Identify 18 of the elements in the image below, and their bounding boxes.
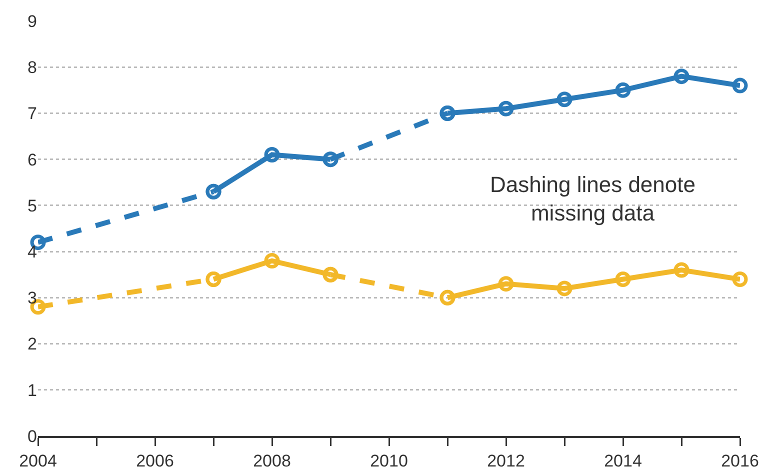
- x-tick-label: 2016: [721, 451, 759, 470]
- y-tick-label: 1: [28, 380, 37, 400]
- y-tick-label: 9: [28, 12, 37, 31]
- x-tick-label: 2014: [604, 451, 642, 470]
- y-tick-label: 2: [28, 334, 37, 354]
- x-tick-label: 2010: [370, 451, 408, 470]
- x-tick-label: 2004: [19, 451, 57, 470]
- y-tick-label: 8: [28, 58, 37, 78]
- y-tick-label: 4: [28, 242, 37, 262]
- x-tick-label: 2006: [136, 451, 174, 470]
- y-tick-label: 0: [28, 426, 37, 446]
- y-tick-label: 6: [28, 150, 37, 170]
- y-tick-label: 7: [28, 104, 37, 124]
- x-tick-label: 2008: [253, 451, 291, 470]
- x-tick-label: 2012: [487, 451, 525, 470]
- annotation: Dashing lines denote missing data: [490, 172, 696, 226]
- y-tick-label: 3: [28, 288, 37, 308]
- y-tick-label: 5: [28, 196, 37, 216]
